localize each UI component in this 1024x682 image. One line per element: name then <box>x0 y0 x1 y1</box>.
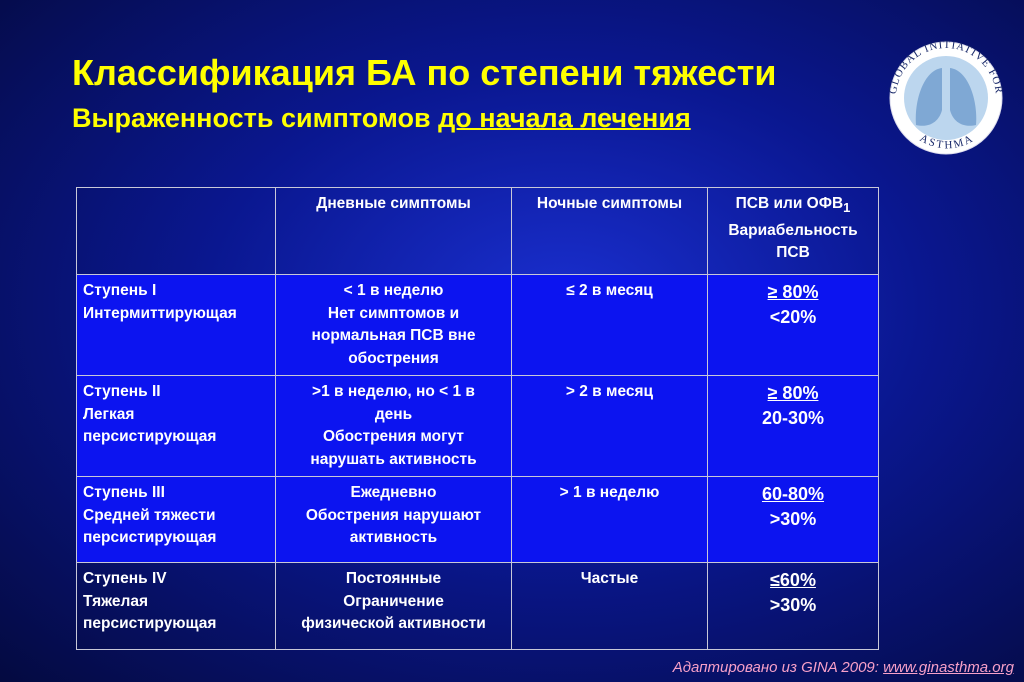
header-cell: Ночные симптомы <box>511 187 708 275</box>
stage-cell: Ступень II Легкая персистирующая <box>76 375 276 477</box>
cell-line: активность <box>349 529 438 546</box>
cell-line: Нет симптомов и <box>327 304 460 322</box>
cell-line: нормальная ПСВ вне <box>311 327 476 344</box>
cell-line: Вариабельность <box>728 221 858 239</box>
cell-line: 20-30% <box>761 408 825 428</box>
table-row: Ступень IV Тяжелая персистирующая Постоянны… <box>76 562 879 650</box>
cell-line: Средней тяжести <box>83 506 216 524</box>
title: Классификация БА по степени тяжести <box>72 52 777 93</box>
cell-line: Частые <box>580 570 639 587</box>
header-cell: ПСВ или ОФВ1 Вариабельность ПСВ <box>707 187 879 275</box>
cell-line: >30% <box>769 595 817 615</box>
cell-line: Ночные симптомы <box>536 195 683 212</box>
pef-cell: ≤60% >30% <box>707 562 879 650</box>
footer-link[interactable]: www.ginasthma.org <box>883 659 1014 676</box>
pef-cell: ≥ 80% 20-30% <box>707 375 879 477</box>
day-cell: < 1 в неделю Нет симптомов и нормальная ПС… <box>275 274 512 376</box>
cell-line: ≤60% <box>770 570 816 590</box>
cell-line: ПСВ или ОФВ <box>735 195 844 212</box>
subtitle-underlined: до начала лечения <box>438 103 691 133</box>
stage-cell: Ступень I Интермиттирующая <box>76 274 276 376</box>
cell-line: персистирующая <box>83 615 217 632</box>
cell-line: Тяжелая <box>83 592 149 610</box>
cell-line: нарушать активность <box>310 450 477 468</box>
pef-cell: 60-80% >30% <box>707 476 879 563</box>
cell-line: ПСВ <box>776 244 810 262</box>
footer-text: Адаптировано из GINA 2009: <box>672 659 884 676</box>
table-row: Ступень I Интермиттирующая < 1 в неделю Нет… <box>76 274 879 376</box>
cell-line: < 1 в неделю <box>343 282 444 299</box>
subscript: 1 <box>843 200 851 216</box>
logo: GLOBAL INITIATIVE FOR ASTHMA <box>887 39 1004 155</box>
cell-line: > 1 в неделю <box>559 484 660 501</box>
stage-cell: Ступень IV Тяжелая персистирующая <box>76 562 276 650</box>
cell-line: Ступень I <box>83 282 157 299</box>
cell-line: Легкая <box>83 405 135 423</box>
stage-cell: Ступень III Средней тяжести персистирующая <box>76 476 276 563</box>
cell-line: Ежедневно <box>350 484 437 501</box>
cell-line: Постоянные <box>345 570 442 587</box>
cell-line: <20% <box>769 307 817 327</box>
cell-line: Обострения нарушают <box>305 506 482 524</box>
day-cell: Постоянные Ограничение физической активнос… <box>275 562 512 650</box>
cell-line: обострения <box>348 349 439 367</box>
subtitle-text: Выраженность симптомов <box>72 103 439 133</box>
cell-line: Ограничение <box>343 592 444 610</box>
cell-line: > 2 в месяц <box>565 383 654 400</box>
cell-line: физической активности <box>301 615 486 632</box>
cell-line: персистирующая <box>83 529 217 546</box>
table-row: Ступень III Средней тяжести персистирующая… <box>76 476 879 563</box>
cell-line: день <box>374 405 413 423</box>
cell-line: Интермиттирующая <box>83 304 237 322</box>
cell-line: Ступень III <box>83 484 165 501</box>
night-cell: ≤ 2 в месяц <box>511 274 708 376</box>
cell-line: персистирующая <box>83 428 217 445</box>
lung-left <box>915 68 942 126</box>
pef-cell: ≥ 80% <20% <box>707 274 879 376</box>
day-cell: Ежедневно Обострения нарушают активность <box>275 476 512 563</box>
night-cell: Частые <box>511 562 708 650</box>
severity-table: Дневные симптомы Ночные симптомы ПСВ или О… <box>76 187 879 650</box>
cell-line: Ступень II <box>83 383 161 400</box>
cell-line: >30% <box>769 509 817 529</box>
night-cell: > 2 в месяц <box>511 375 708 477</box>
cell-line: >1 в неделю, но < 1 в <box>312 383 475 400</box>
cell-line: ≥ 80% <box>767 282 819 302</box>
cell-line: Ступень IV <box>83 570 167 587</box>
night-cell: > 1 в неделю <box>511 476 708 563</box>
cell-line: ≤ 2 в месяц <box>566 282 653 299</box>
header-cell <box>76 187 276 275</box>
day-cell: >1 в неделю, но < 1 в день Обострения могу… <box>275 375 512 477</box>
logo-inner <box>904 56 988 140</box>
lung-right <box>950 68 977 126</box>
cell-line: 60-80% <box>761 484 825 504</box>
cell-line: Обострения могут <box>322 428 465 445</box>
table-row: Ступень II Легкая персистирующая >1 в недел… <box>76 375 879 477</box>
header-row: Дневные симптомы Ночные симптомы ПСВ или О… <box>76 187 879 275</box>
footer: Адаптировано из GINA 2009: www.ginasthma… <box>673 659 1014 676</box>
header-cell: Дневные симптомы <box>275 187 512 275</box>
cell-line: Дневные симптомы <box>316 195 471 212</box>
cell-line: ≥ 80% <box>767 383 819 403</box>
subtitle: Выраженность симптомов до начала лечения <box>72 103 691 134</box>
